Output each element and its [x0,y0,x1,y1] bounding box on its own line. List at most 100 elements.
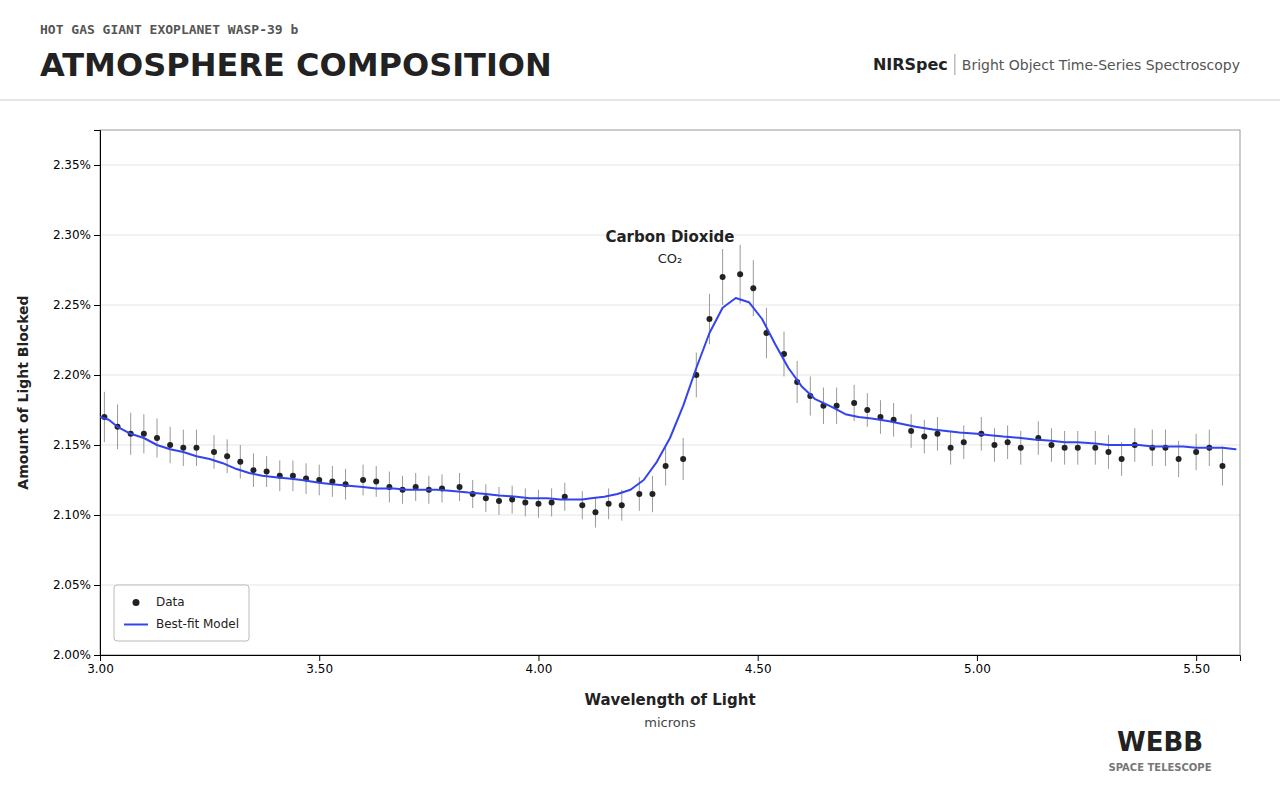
data-point [522,499,528,505]
tick-mark [538,655,539,661]
data-point [706,316,712,322]
tick-mark [1196,655,1197,661]
tick-label: 4.00 [526,662,553,676]
tick-mark [94,235,100,236]
tick-mark [94,655,100,656]
data-point [549,499,555,505]
tick: 5.50 [1183,655,1210,676]
header-divider [954,54,955,75]
tick: 3.50 [306,655,333,676]
tick: 2.30% [53,228,100,242]
data-point [1119,456,1125,462]
grid-line [100,375,1240,376]
tick-label: 2.30% [53,228,91,242]
tick: 2.25% [53,298,100,312]
tick-mark [94,165,100,166]
y-axis-title: Amount of Light Blocked [15,295,31,489]
header-right: NIRSpec Bright Object Time-Series Spectro… [873,55,1240,74]
data-point [934,431,940,437]
data-point [1219,463,1225,469]
tick-mark [94,515,100,516]
data [100,245,1236,528]
tick-mark [94,585,100,586]
data-point [141,431,147,437]
tick-mark [94,305,100,306]
data-point [737,271,743,277]
tick: 5.00 [964,655,991,676]
tick: 2.10% [53,508,100,522]
data-point [619,502,625,508]
grid-line [100,585,1240,586]
data-point [373,478,379,484]
data-point [649,491,655,497]
data-point [237,459,243,465]
data-point [483,495,489,501]
model-line [100,298,1236,500]
tick-mark [94,375,100,376]
instrument: NIRSpec [873,55,948,74]
data-point [211,449,217,455]
x-axis-subtitle: microns [644,715,696,730]
data-point [224,453,230,459]
data-point [154,435,160,441]
data-point [851,400,857,406]
legend-item: Data [133,595,185,609]
axis-line [101,656,1241,662]
data-point [680,456,686,462]
grid-line [100,165,1240,166]
chart: HOT GAS GIANT EXOPLANET WASP-39 b ATMOSPH… [0,0,1280,785]
data-point [663,463,669,469]
tick-label: 4.50 [745,662,772,676]
tick: 4.50 [745,655,772,676]
tick: 2.20% [53,368,100,382]
tick: 4.00 [526,655,553,676]
data-point [360,477,366,483]
logo-main: WEBB [1117,727,1203,757]
subtitle: HOT GAS GIANT EXOPLANET WASP-39 b [40,22,298,37]
tick-label: 2.00% [53,648,91,662]
data-point [1075,445,1081,451]
grid-line [100,445,1240,446]
legend-item: Best-fit Model [124,617,239,631]
data-point [991,442,997,448]
data-point [579,502,585,508]
plot: 3.00 3.50 4.00 4.50 5.00 5.50 2.00% 2.05% 2.10% 2… [53,130,1241,676]
data-point [167,442,173,448]
data-point [1005,439,1011,445]
annotation: CO₂ [658,251,683,266]
data-point [864,407,870,413]
data-point [180,445,186,451]
tick-mark [94,445,100,446]
tick: 2.00% [53,648,100,662]
header-separator [0,100,1280,101]
annotations: Carbon Dioxide CO₂ [605,228,734,266]
tick-mark [758,655,759,661]
data-point [961,439,967,445]
tick: 3.00 [87,655,114,676]
annotation: Carbon Dioxide [605,228,734,246]
data-point [750,285,756,291]
data-point [1092,445,1098,451]
tick-mark [977,655,978,661]
data-point [1062,445,1068,451]
data-point [1048,442,1054,448]
grid [100,165,1240,655]
legend-label: Best-fit Model [156,617,239,631]
tick: 2.15% [53,438,100,452]
axis-line [94,131,101,656]
data-point [535,501,541,507]
data-point [592,509,598,515]
mode: Bright Object Time-Series Spectroscopy [962,57,1240,73]
data-point [908,428,914,434]
data-point [250,467,256,473]
data-point [457,484,463,490]
title: ATMOSPHERE COMPOSITION [40,46,552,84]
tick: 2.05% [53,578,100,592]
data-point [496,498,502,504]
legend: Data Best-fit Model [114,585,249,641]
plot-frame [100,130,1240,655]
tick-label: 2.20% [53,368,91,382]
legend-swatch [133,599,140,606]
tick-label: 2.10% [53,508,91,522]
tick-label: 3.00 [87,662,114,676]
